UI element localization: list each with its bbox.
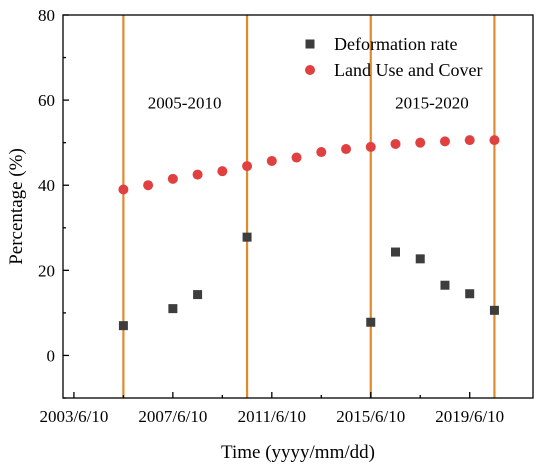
y-tick-label: 80 — [38, 6, 55, 25]
legend-label: Deformation rate — [334, 34, 457, 54]
land-use-cover-point — [217, 166, 228, 177]
land-use-cover-point — [118, 184, 129, 195]
land-use-cover-point — [266, 155, 277, 166]
land-use-cover-point — [415, 137, 426, 148]
period-annotation: 2005-2010 — [148, 94, 222, 113]
deformation-rate-point — [489, 305, 499, 315]
land-use-cover-point — [464, 135, 475, 146]
period-annotation: 2015-2020 — [395, 94, 469, 113]
x-axis-title: Time (yyyy/mm/dd) — [221, 442, 375, 463]
deformation-rate-point — [440, 280, 450, 290]
deformation-rate-point — [366, 317, 376, 327]
plot-border — [62, 14, 534, 399]
y-tick-label: 60 — [38, 91, 55, 110]
period-boundary-lines — [122, 15, 496, 398]
land-use-cover-point — [390, 138, 401, 149]
land-use-cover-point — [365, 141, 376, 152]
period-annotations: 2005-2010 2015-2020 — [148, 94, 469, 113]
land-use-cover-point — [192, 169, 203, 180]
data-points — [118, 135, 500, 331]
y-tick-label: 40 — [38, 176, 55, 195]
x-tick-label: 2003/6/10 — [39, 407, 108, 426]
land-use-cover-point — [341, 144, 352, 155]
y-axis-title: Percentage (%) — [6, 148, 27, 265]
deformation-rate-point — [415, 254, 425, 264]
legend-label: Land Use and Cover — [334, 60, 482, 80]
x-tick-label: 2011/6/10 — [238, 407, 306, 426]
deformation-rate-point — [242, 232, 252, 242]
x-tick-label: 2015/6/10 — [336, 407, 405, 426]
land-use-cover-point — [439, 136, 450, 147]
legend-square-marker — [305, 39, 315, 49]
deformation-rate-point — [390, 247, 400, 257]
y-tick-label: 0 — [47, 346, 56, 365]
y-tick-label: 20 — [38, 261, 55, 280]
land-use-cover-point — [242, 161, 253, 172]
land-use-cover-point — [167, 173, 178, 184]
legend: Deformation rate Land Use and Cover — [305, 34, 482, 80]
land-use-cover-point — [316, 147, 327, 158]
x-tick-label: 2007/6/10 — [138, 407, 207, 426]
y-axis-ticks: 0 20 40 60 80 — [38, 6, 69, 399]
land-use-cover-point — [143, 180, 154, 191]
deformation-rate-point — [168, 304, 178, 314]
deformation-rate-point — [118, 321, 128, 331]
land-use-cover-point — [489, 135, 500, 146]
deformation-rate-point — [465, 289, 475, 299]
x-axis-ticks: 2003/6/10 2007/6/10 2011/6/10 2015/6/10 2019… — [39, 392, 504, 426]
legend-circle-marker — [305, 65, 315, 75]
x-tick-label: 2019/6/10 — [435, 407, 504, 426]
deformation-rate-point — [193, 290, 203, 300]
land-use-cover-point — [291, 152, 302, 163]
plot-frame — [62, 14, 534, 399]
